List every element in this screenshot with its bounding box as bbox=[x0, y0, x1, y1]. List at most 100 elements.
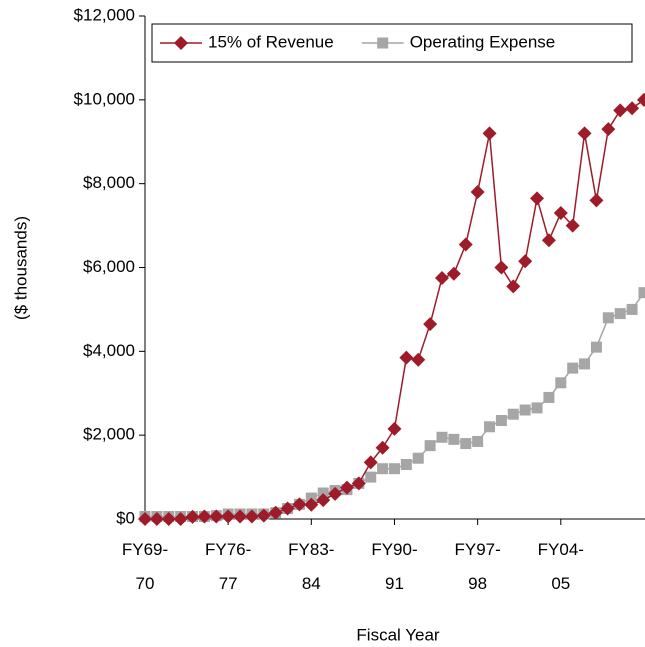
marker bbox=[435, 270, 449, 285]
x-tick-label: FY69- 70 bbox=[122, 540, 168, 593]
marker bbox=[519, 404, 531, 416]
x-tick-label: FY04- 05 bbox=[538, 540, 584, 593]
marker bbox=[565, 218, 580, 233]
marker bbox=[602, 312, 614, 324]
y-tick-label: $6,000 bbox=[83, 257, 135, 276]
marker bbox=[531, 402, 543, 414]
x-tick-label-line: 05 bbox=[551, 574, 570, 593]
marker bbox=[138, 512, 152, 526]
marker bbox=[423, 317, 438, 332]
x-tick-label-line: 70 bbox=[136, 574, 155, 593]
marker bbox=[460, 438, 472, 450]
marker bbox=[365, 471, 377, 483]
x-tick-label-line: FY83- bbox=[288, 540, 334, 559]
marker bbox=[507, 408, 519, 420]
marker bbox=[494, 260, 509, 275]
marker bbox=[233, 509, 248, 524]
marker bbox=[530, 191, 545, 206]
legend-label: Operating Expense bbox=[410, 32, 556, 51]
y-tick-label: $2,000 bbox=[83, 425, 135, 444]
marker bbox=[209, 509, 224, 524]
marker bbox=[411, 352, 426, 367]
marker bbox=[268, 505, 283, 520]
marker bbox=[363, 455, 378, 470]
x-tick-label: FY76- 77 bbox=[205, 540, 251, 593]
marker bbox=[292, 497, 307, 512]
marker bbox=[638, 287, 645, 299]
marker bbox=[553, 206, 568, 221]
marker bbox=[577, 126, 592, 141]
marker bbox=[304, 497, 319, 512]
marker bbox=[351, 476, 366, 491]
marker bbox=[387, 421, 402, 436]
legend-label: 15% of Revenue bbox=[208, 32, 334, 51]
marker bbox=[280, 501, 295, 516]
marker bbox=[506, 279, 521, 294]
marker bbox=[197, 509, 212, 524]
marker bbox=[399, 350, 414, 365]
y-axis-label: ($ thousands) bbox=[11, 216, 30, 320]
marker bbox=[412, 452, 424, 464]
marker bbox=[221, 509, 236, 524]
marker bbox=[495, 414, 507, 426]
marker bbox=[244, 509, 259, 524]
x-tick-label-line: 77 bbox=[219, 574, 238, 593]
marker bbox=[446, 266, 461, 281]
x-tick-label: FY97- 98 bbox=[454, 540, 500, 593]
marker bbox=[388, 463, 400, 475]
marker bbox=[579, 358, 591, 370]
marker bbox=[375, 440, 390, 455]
marker bbox=[614, 308, 626, 320]
marker bbox=[173, 512, 188, 526]
marker bbox=[590, 341, 602, 353]
marker bbox=[458, 237, 473, 252]
marker bbox=[424, 440, 436, 452]
marker bbox=[625, 101, 640, 116]
y-tick-label: $4,000 bbox=[83, 341, 135, 360]
marker bbox=[626, 303, 638, 315]
marker bbox=[472, 435, 484, 447]
y-tick-label: $0 bbox=[116, 508, 135, 527]
marker bbox=[636, 92, 645, 107]
marker bbox=[436, 431, 448, 443]
x-tick-label-line: 98 bbox=[468, 574, 487, 593]
marker bbox=[484, 421, 496, 433]
marker bbox=[377, 463, 389, 475]
x-tick-label: FY83- 84 bbox=[288, 540, 334, 593]
series-line bbox=[145, 99, 645, 520]
marker bbox=[601, 122, 616, 137]
marker bbox=[589, 193, 604, 208]
y-tick-label: $10,000 bbox=[74, 89, 135, 108]
marker bbox=[174, 36, 188, 50]
marker bbox=[613, 103, 628, 118]
x-axis-label: Fiscal Year bbox=[356, 625, 439, 644]
marker bbox=[518, 254, 533, 269]
marker bbox=[543, 391, 555, 403]
marker bbox=[400, 459, 412, 471]
marker bbox=[328, 486, 343, 501]
x-tick-label-line: FY69- bbox=[122, 540, 168, 559]
marker bbox=[339, 480, 354, 495]
marker bbox=[541, 233, 556, 248]
marker bbox=[317, 487, 329, 499]
marker bbox=[149, 512, 164, 526]
x-tick-label: FY90- 91 bbox=[371, 540, 417, 593]
marker bbox=[567, 362, 579, 374]
x-tick-label-line: FY76- bbox=[205, 540, 251, 559]
x-tick-label-line: FY97- bbox=[454, 540, 500, 559]
x-tick-label-line: FY90- bbox=[371, 540, 417, 559]
y-tick-label: $12,000 bbox=[74, 5, 135, 24]
x-tick-label-line: 84 bbox=[302, 574, 321, 593]
y-tick-label: $8,000 bbox=[83, 173, 135, 192]
marker bbox=[377, 37, 389, 49]
marker bbox=[470, 185, 485, 200]
x-tick-label-line: 91 bbox=[385, 574, 404, 593]
marker bbox=[555, 377, 567, 389]
series-line bbox=[145, 292, 645, 518]
marker bbox=[448, 433, 460, 445]
marker bbox=[185, 509, 200, 524]
marker bbox=[256, 508, 271, 523]
marker bbox=[482, 126, 497, 141]
x-tick-label-line: FY04- bbox=[538, 540, 584, 559]
marker bbox=[316, 493, 331, 508]
